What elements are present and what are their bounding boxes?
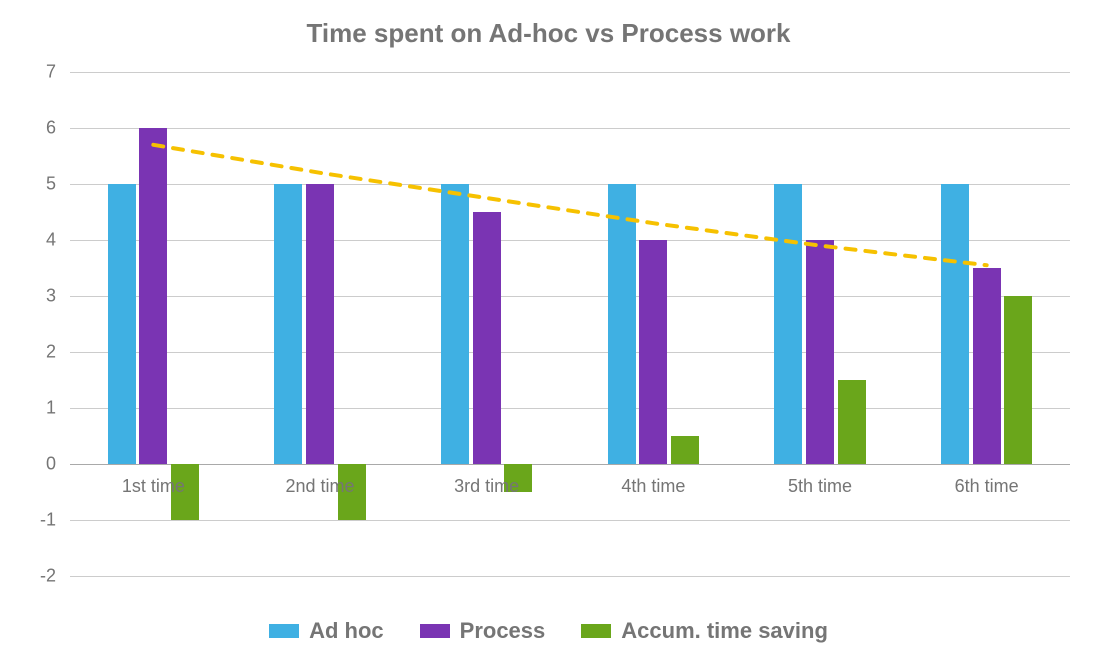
y-tick-label: -1 (40, 510, 70, 531)
legend-item: Process (420, 618, 546, 644)
legend-swatch (581, 624, 611, 638)
y-tick-label: 7 (46, 62, 70, 83)
y-tick-label: 0 (46, 454, 70, 475)
legend-item: Ad hoc (269, 618, 384, 644)
legend-item: Accum. time saving (581, 618, 828, 644)
y-tick-label: 3 (46, 286, 70, 307)
legend-swatch (420, 624, 450, 638)
y-tick-label: 2 (46, 342, 70, 363)
legend-swatch (269, 624, 299, 638)
y-tick-label: 5 (46, 174, 70, 195)
legend: Ad hoc Process Accum. time saving (0, 618, 1097, 644)
y-tick-label: -2 (40, 566, 70, 587)
y-tick-label: 4 (46, 230, 70, 251)
legend-label: Process (460, 618, 546, 644)
chart-container: Time spent on Ad-hoc vs Process work -2-… (0, 0, 1097, 663)
legend-label: Accum. time saving (621, 618, 828, 644)
chart-title: Time spent on Ad-hoc vs Process work (0, 18, 1097, 49)
y-tick-label: 1 (46, 398, 70, 419)
y-tick-label: 6 (46, 118, 70, 139)
gridline (70, 576, 1070, 577)
plot-area: -2-1012345671st time2nd time3rd time4th … (70, 72, 1070, 576)
trendline (70, 72, 1070, 576)
legend-label: Ad hoc (309, 618, 384, 644)
